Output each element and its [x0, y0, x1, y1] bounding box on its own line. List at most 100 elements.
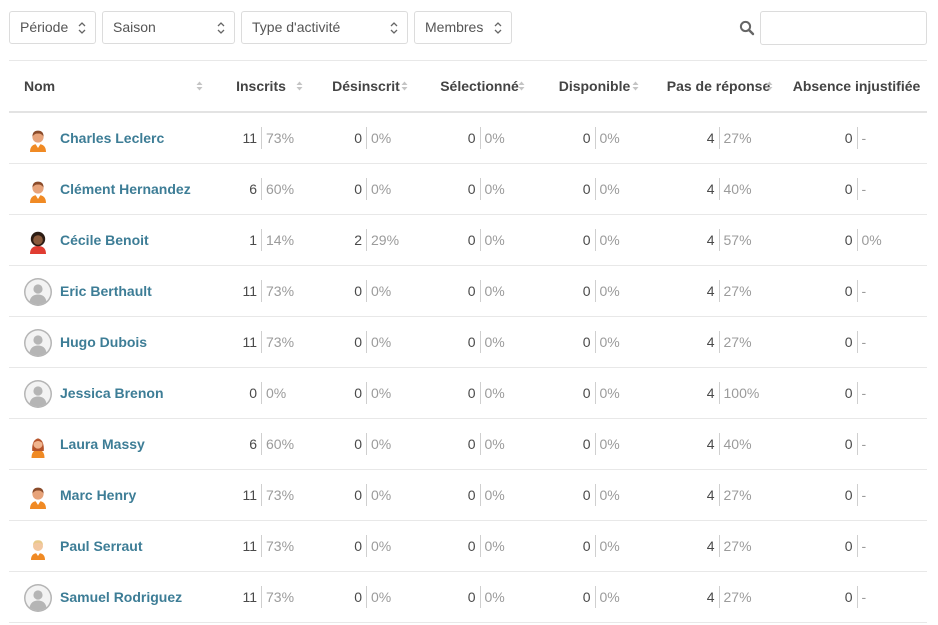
stat-count: 4: [706, 435, 715, 452]
stat-separator: [718, 483, 720, 506]
stat-cell-unjustified-absence: 0-: [786, 367, 927, 419]
stat-count: 0: [467, 180, 476, 197]
stat-percentage: 27%: [723, 282, 752, 299]
stat-cell-available: 0 0%: [538, 112, 651, 164]
stat-separator: [261, 279, 262, 302]
stat-count: 0: [354, 486, 362, 503]
period-select[interactable]: Période: [9, 11, 96, 44]
stat-separator: [594, 279, 596, 302]
column-header-unregistered[interactable]: Désinscrit: [311, 61, 421, 113]
stat-count: 0: [582, 231, 591, 248]
stat-separator: [856, 177, 858, 200]
stat-percentage: 14%: [266, 231, 295, 248]
stat-separator: [594, 127, 596, 149]
stat-percentage: 0%: [484, 486, 505, 503]
stat-percentage: 0%: [484, 537, 505, 554]
stat-count: 0: [354, 537, 362, 554]
stat-percentage: 0%: [599, 333, 620, 350]
column-header-no-answer[interactable]: Pas de réponse: [651, 61, 786, 113]
stat-separator: [594, 432, 596, 455]
member-name-link[interactable]: Jessica Brenon: [60, 384, 164, 401]
stat-count: 0: [354, 588, 362, 605]
stat-count: 0: [582, 384, 591, 401]
members-select-label: Membres: [425, 19, 484, 35]
stat-cell-unjustified-absence: 0-: [786, 571, 927, 623]
activity-type-select[interactable]: Type d'activité: [241, 11, 408, 44]
stat-separator: [856, 432, 858, 455]
stat-count: 0: [354, 282, 362, 299]
stat-percentage: 27%: [723, 486, 752, 503]
stat-count: 0: [844, 180, 853, 197]
stat-cell-no-answer: 4 40%: [651, 418, 786, 470]
member-name-link[interactable]: Eric Berthault: [60, 282, 152, 299]
stat-percentage: 0%: [484, 588, 505, 605]
stat-separator: [479, 381, 481, 404]
stat-cell-registered: 1 14%: [211, 214, 311, 266]
stat-count: 0: [582, 130, 591, 146]
member-name-cell: Jessica Brenon: [9, 367, 211, 419]
stat-percentage: -: [861, 180, 867, 197]
stat-separator: [479, 483, 481, 506]
stat-cell-registered: 11 73%: [211, 520, 311, 572]
stat-count: 4: [706, 486, 715, 503]
stat-percentage: 0%: [371, 180, 392, 197]
column-header-unjustified-absence[interactable]: Absence injustifiée: [786, 61, 927, 113]
stat-cell-no-answer: 4 40%: [651, 163, 786, 215]
member-name-link[interactable]: Charles Leclerc: [60, 130, 165, 146]
member-name-link[interactable]: Laura Massy: [60, 435, 145, 452]
stat-cell-selected: 0 0%: [421, 112, 538, 164]
member-name-cell: Eric Berthault: [9, 265, 211, 317]
stat-separator: [856, 585, 858, 608]
female-red-avatar-icon: [30, 231, 46, 254]
stat-separator: [594, 381, 596, 404]
column-header-selected[interactable]: Sélectionné: [421, 61, 538, 113]
stat-cell-registered: 11 73%: [211, 265, 311, 317]
members-select[interactable]: Membres: [414, 11, 512, 44]
search-input[interactable]: [760, 11, 927, 45]
stat-count: 0: [354, 435, 362, 452]
stat-percentage: 0%: [484, 130, 505, 146]
member-name-link[interactable]: Marc Henry: [60, 486, 137, 503]
member-name-link[interactable]: Samuel Rodriguez: [60, 588, 183, 605]
stat-count: 0: [844, 231, 853, 248]
stat-cell-registered: 11 73%: [211, 316, 311, 368]
stat-separator: [366, 483, 367, 506]
search-icon[interactable]: [739, 20, 755, 36]
stat-percentage: 73%: [266, 333, 295, 350]
member-name-link[interactable]: Cécile Benoit: [60, 231, 149, 248]
stat-percentage: 0%: [371, 384, 392, 401]
stat-count: 0: [467, 537, 476, 554]
stat-count: 0: [582, 588, 591, 605]
stat-count: 0: [582, 180, 591, 197]
stat-separator: [366, 279, 367, 302]
stat-percentage: 0%: [861, 231, 882, 248]
stat-cell-no-answer: 4 27%: [651, 520, 786, 572]
stat-separator: [856, 483, 858, 506]
stat-cell-available: 0 0%: [538, 163, 651, 215]
stat-count: 0: [582, 435, 591, 452]
stat-cell-no-answer: 4 100%: [651, 367, 786, 419]
stat-count: 4: [706, 384, 715, 401]
stat-separator: [479, 534, 481, 557]
stat-count: 0: [844, 282, 853, 299]
stat-separator: [261, 228, 262, 251]
stat-percentage: 0%: [599, 231, 620, 248]
stat-separator: [856, 534, 858, 557]
stat-cell-no-answer: 4 27%: [651, 469, 786, 521]
member-name-link[interactable]: Hugo Dubois: [60, 333, 148, 350]
column-header-name[interactable]: Nom: [9, 61, 211, 113]
stat-separator: [366, 177, 367, 200]
stat-percentage: 60%: [266, 435, 295, 452]
member-name-link[interactable]: Paul Serraut: [60, 537, 143, 554]
stat-cell-unregistered: 0 0%: [311, 316, 421, 368]
season-select[interactable]: Saison: [102, 11, 235, 44]
column-header-available[interactable]: Disponible: [538, 61, 651, 113]
stat-cell-no-answer: 4 27%: [651, 265, 786, 317]
member-name-link[interactable]: Clément Hernandez: [60, 180, 191, 197]
stat-separator: [594, 228, 596, 251]
stat-count: 0: [467, 231, 476, 248]
stat-cell-unjustified-absence: 0-: [786, 163, 927, 215]
column-header-registered[interactable]: Inscrits: [211, 61, 311, 113]
stat-cell-selected: 0 0%: [421, 418, 538, 470]
stat-separator: [718, 432, 720, 455]
